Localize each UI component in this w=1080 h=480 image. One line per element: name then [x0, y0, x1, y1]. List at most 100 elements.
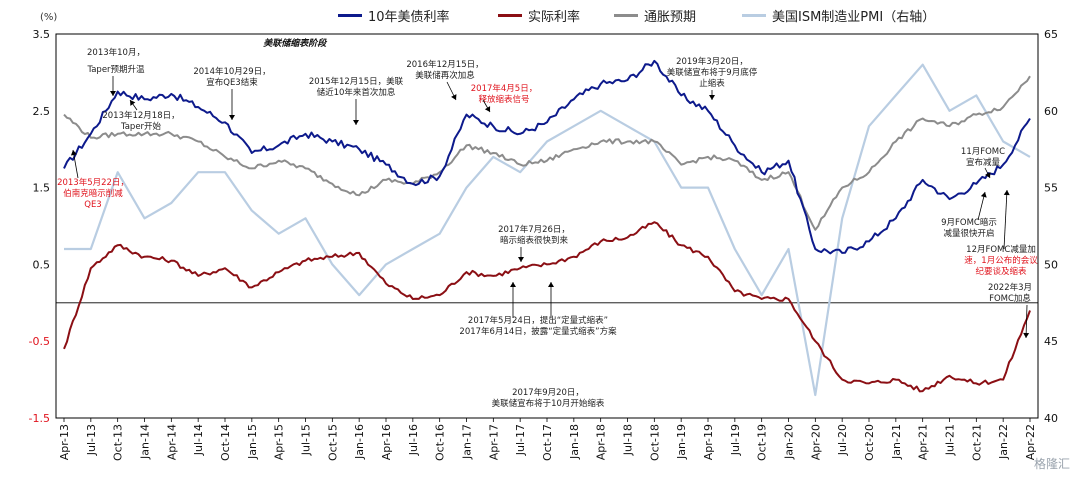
x-tick-label: Jul-21	[944, 424, 957, 456]
x-tick-label: Apr-20	[809, 424, 822, 460]
legend-swatch	[498, 13, 522, 17]
annotation-arrowhead	[484, 106, 491, 112]
annotation-arrowhead	[1023, 332, 1030, 338]
y-tick-label: -0.5	[29, 335, 50, 348]
annotation-arrowhead	[985, 172, 991, 178]
annotation-text: 11月FOMC	[961, 147, 1005, 157]
shaded-region-label: 美联储缩表阶段	[263, 38, 327, 49]
annotation-text: 2016年12月15日，	[406, 59, 483, 70]
y2-tick-label: 40	[1044, 412, 1058, 425]
annotation-text: 减量很快开启	[943, 228, 994, 239]
y-tick-label: -1.5	[29, 412, 50, 425]
x-tick-label: Jul-16	[407, 424, 420, 456]
annotation-arrowhead	[709, 95, 715, 100]
left-axis-unit: (%)	[40, 12, 58, 23]
annotation-text: 2014年10月29日，	[193, 66, 270, 77]
legend: 10年美债利率 实际利率 通胀预期 美国ISM制造业PMI（右轴）	[0, 4, 1080, 26]
annotation-text: 释放缩表信号	[478, 94, 529, 105]
annotation-text: Taper开始	[120, 121, 162, 132]
x-tick-label: Jul-13	[85, 424, 98, 456]
annotation-text: 止缩表	[699, 78, 725, 89]
legend-swatch	[338, 13, 362, 17]
annotation-arrow	[1003, 189, 1008, 250]
annotation-text: 2022年3月	[988, 282, 1032, 293]
y2-tick-label: 45	[1044, 335, 1058, 348]
x-tick-label: Jan-14	[139, 424, 152, 460]
x-tick-label: Jul-20	[836, 424, 849, 456]
annotation-text: 12月FOMC减量加	[966, 244, 1036, 255]
annotation-arrowhead	[1003, 190, 1010, 196]
annotation-text: 纪要谈及缩表	[975, 266, 1027, 277]
annotation-arrowhead	[229, 115, 235, 120]
annotation-text: 美联储再次加息	[415, 70, 475, 81]
annotation-text: 2013年5月22日，	[57, 177, 129, 188]
y-tick-label: 3.5	[33, 28, 51, 41]
x-tick-label: Oct-13	[112, 424, 125, 461]
x-tick-label: Jul-19	[729, 424, 742, 456]
x-tick-label: Jan-22	[997, 424, 1010, 460]
x-tick-label: Jul-17	[514, 424, 527, 456]
x-tick-label: Jan-17	[461, 424, 474, 460]
watermark: 格隆汇	[1033, 457, 1070, 471]
x-tick-label: Oct-14	[219, 424, 232, 461]
x-tick-label: Apr-15	[273, 424, 286, 460]
x-tick-label: Jul-14	[192, 424, 205, 456]
series-line-2	[63, 75, 1031, 231]
annotation-arrowhead	[980, 192, 987, 198]
x-tick-label: Oct-15	[326, 424, 339, 461]
annotation-arrowhead	[130, 100, 136, 106]
x-tick-label: Jan-16	[353, 424, 366, 460]
series-line-0	[63, 59, 1031, 255]
annotation-text: 美联储宣布将于10月开始缩表	[492, 398, 605, 409]
annotation-text: 速，1月公布的会议	[964, 255, 1038, 266]
x-tick-label: Jan-20	[783, 424, 796, 460]
x-tick-label: Oct-18	[648, 424, 661, 461]
x-tick-label: Apr-13	[58, 424, 71, 460]
x-tick-label: Apr-19	[702, 424, 715, 460]
annotation-text: QE3	[84, 200, 101, 210]
annotation-text: 2013年12月18日，	[102, 110, 179, 121]
annotation-text: 2017年6月14日，披露“定量式缩表”方案	[459, 326, 617, 337]
x-tick-label: Oct-19	[756, 424, 769, 461]
annotation-arrowhead	[518, 257, 524, 262]
x-tick-label: Apr-16	[380, 424, 393, 460]
series-line-3	[64, 63, 1031, 397]
annotation-text: 暗示缩表很快到来	[500, 235, 569, 246]
annotation-text: 2013年10月，	[87, 47, 145, 58]
annotation-text: 伯南克暗示削减	[63, 188, 123, 199]
x-tick-label: Apr-17	[487, 424, 500, 460]
x-tick-label: Oct-20	[863, 424, 876, 461]
annotation-arrowhead	[110, 91, 116, 96]
legend-item-ism-pmi: 美国ISM制造业PMI（右轴）	[742, 4, 935, 26]
x-tick-label: Jul-15	[300, 424, 313, 456]
annotation-arrowhead	[353, 120, 359, 125]
annotation-text: Taper预期升温	[86, 64, 145, 75]
x-tick-label: Jan-18	[568, 424, 581, 460]
x-tick-label: Jan-19	[675, 424, 688, 460]
x-tick-label: Jul-18	[622, 424, 635, 456]
annotation-arrowhead	[70, 150, 77, 156]
annotation-arrowhead	[451, 94, 457, 100]
y-tick-label: 2.5	[33, 105, 51, 118]
series-line-1	[63, 221, 1031, 393]
legend-label: 实际利率	[528, 9, 581, 25]
y2-tick-label: 60	[1044, 105, 1058, 118]
x-tick-label: Oct-17	[541, 424, 554, 461]
annotation-text: 9月FOMC暗示	[941, 217, 997, 228]
annotation-text: 2015年12月15日，美联	[309, 76, 404, 87]
x-tick-label: Oct-21	[970, 424, 983, 461]
annotation-arrowhead	[548, 282, 554, 287]
legend-swatch	[742, 13, 766, 17]
y-tick-label: 1.5	[33, 182, 51, 195]
x-tick-label: Jan-15	[246, 424, 259, 460]
y2-tick-label: 65	[1044, 28, 1058, 41]
x-tick-label: Apr-18	[595, 424, 608, 460]
legend-item-real-rate: 实际利率	[498, 4, 580, 26]
annotation-text: 储近10年来首次加息	[317, 87, 396, 98]
annotation-text: 2017年9月20日，	[512, 387, 584, 398]
y2-tick-label: 55	[1044, 182, 1058, 195]
annotation-text: 2017年4月5日，	[471, 83, 537, 94]
legend-item-inflation-expectation: 通胀预期	[614, 4, 696, 26]
annotation-text: 2017年5月24日，提出“定量式缩表”	[468, 315, 608, 326]
y2-tick-label: 50	[1044, 258, 1058, 271]
